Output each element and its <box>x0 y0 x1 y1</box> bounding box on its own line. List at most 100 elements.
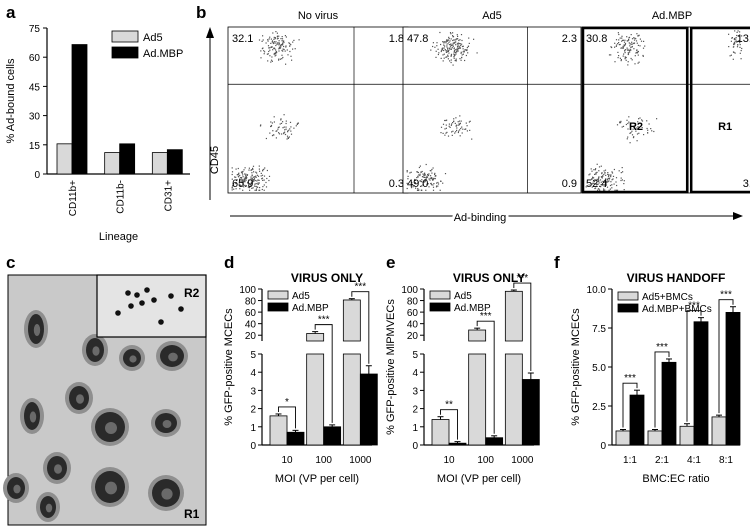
b-event-dot <box>611 46 613 49</box>
b-event-dot <box>457 38 459 40</box>
b-plot-title: Ad5 <box>482 10 502 22</box>
b-event-dot <box>637 44 639 46</box>
b-event-dot <box>631 46 633 48</box>
a-x-tick-label: CD11b+ <box>68 180 79 216</box>
b-event-dot <box>610 46 612 48</box>
b-event-dot <box>739 31 741 33</box>
b-event-dot <box>233 188 235 190</box>
chart-f: VIRUS HANDOFF 0 2.5 5.0 7.5 10.0 *** 1:1 *** 2:1 *… <box>570 271 741 485</box>
b-event-dot <box>289 45 291 47</box>
panel-e-x-tick-label: 1000 <box>511 455 534 466</box>
b-event-dot <box>443 44 445 46</box>
b-event-dot <box>602 175 604 177</box>
b-event-dot <box>739 44 741 46</box>
b-event-dot <box>448 52 450 54</box>
b-event-dot <box>249 185 252 188</box>
b-event-dot <box>636 133 639 135</box>
b-event-dot <box>626 47 628 49</box>
b-event-dot <box>617 32 619 34</box>
b-event-dot <box>270 121 272 123</box>
b-event-dot <box>243 186 245 188</box>
b-event-dot <box>422 173 424 175</box>
b-event-dot <box>459 58 461 60</box>
b-event-dot <box>281 133 283 135</box>
b-event-dot <box>418 166 420 169</box>
a-bar <box>71 44 88 175</box>
a-y-tick-label: 30 <box>29 112 41 123</box>
b-event-dot <box>231 171 234 173</box>
b-event-dot <box>280 122 283 124</box>
b-event-dot <box>619 37 621 39</box>
b-event-dot <box>446 119 448 121</box>
b-event-dot <box>467 45 469 48</box>
f-sig-bracket <box>654 351 670 428</box>
b-event-dot <box>446 44 448 46</box>
b-event-dot <box>262 169 264 171</box>
b-event-dot <box>446 131 448 133</box>
b-event-dot <box>262 170 264 172</box>
b-event-dot <box>606 181 608 183</box>
b-event-dot <box>612 175 615 177</box>
b-event-dot <box>426 176 429 178</box>
b-event-dot <box>455 50 458 52</box>
b-event-dot <box>444 134 446 136</box>
b-event-dot <box>629 51 631 53</box>
b-event-dot <box>430 49 432 51</box>
b-quadrant-lr: 0.9 <box>562 178 577 190</box>
b-event-dot <box>459 129 461 131</box>
b-event-dot <box>629 132 631 134</box>
b-event-dot <box>596 183 598 185</box>
b-event-dot <box>626 36 628 38</box>
b-event-dot <box>232 185 234 187</box>
b-event-dot <box>283 126 285 128</box>
b-event-dot <box>592 182 594 184</box>
b-event-dot <box>425 178 427 180</box>
b-event-dot <box>444 49 446 51</box>
b-event-dot <box>444 41 446 43</box>
b-event-dot <box>284 50 286 52</box>
panel-d-title: VIRUS ONLY <box>291 271 363 285</box>
b-event-dot <box>437 181 439 184</box>
a-x-tick-label: CD11b- <box>116 180 127 214</box>
b-event-dot <box>625 49 627 51</box>
b-event-dot <box>619 121 621 123</box>
b-event-dot <box>245 178 247 180</box>
panel-e-y-tick-label: 5 <box>412 350 418 361</box>
b-event-dot <box>631 130 633 132</box>
b-event-dot <box>452 35 454 37</box>
b-event-dot <box>633 125 635 127</box>
b-event-dot <box>234 176 236 178</box>
b-event-dot <box>285 36 287 38</box>
b-event-dot <box>424 174 426 177</box>
b-event-dot <box>623 189 625 191</box>
panel-e-bar <box>448 442 467 446</box>
b-event-dot <box>252 176 255 178</box>
b-event-dot <box>601 173 603 175</box>
b-event-dot <box>282 121 284 123</box>
b-event-dot <box>590 168 592 170</box>
b-event-dot <box>633 37 635 39</box>
b-flow-plot: Ad5 47.8 2.3 49.0 0.9 <box>402 10 582 194</box>
b-event-dot <box>434 172 436 174</box>
b-event-dot <box>600 181 602 183</box>
b-event-dot <box>417 181 419 183</box>
b-event-dot <box>628 50 630 52</box>
a-y-tick-label: 60 <box>29 53 41 64</box>
b-event-dot <box>597 179 599 181</box>
b-event-dot <box>269 49 271 51</box>
b-event-dot <box>471 138 473 140</box>
b-event-dot <box>446 50 448 52</box>
inset-dot <box>178 306 184 312</box>
b-event-dot <box>270 46 272 48</box>
b-event-dot <box>446 51 448 53</box>
b-event-dot <box>271 135 274 137</box>
b-event-dot <box>594 173 596 175</box>
b-event-dot <box>410 184 412 186</box>
b-event-dot <box>238 173 240 175</box>
b-event-dot <box>634 122 636 125</box>
b-event-dot <box>238 172 240 174</box>
b-event-dot <box>273 36 275 38</box>
b-event-dot <box>736 41 738 43</box>
b-event-dot <box>605 182 607 184</box>
